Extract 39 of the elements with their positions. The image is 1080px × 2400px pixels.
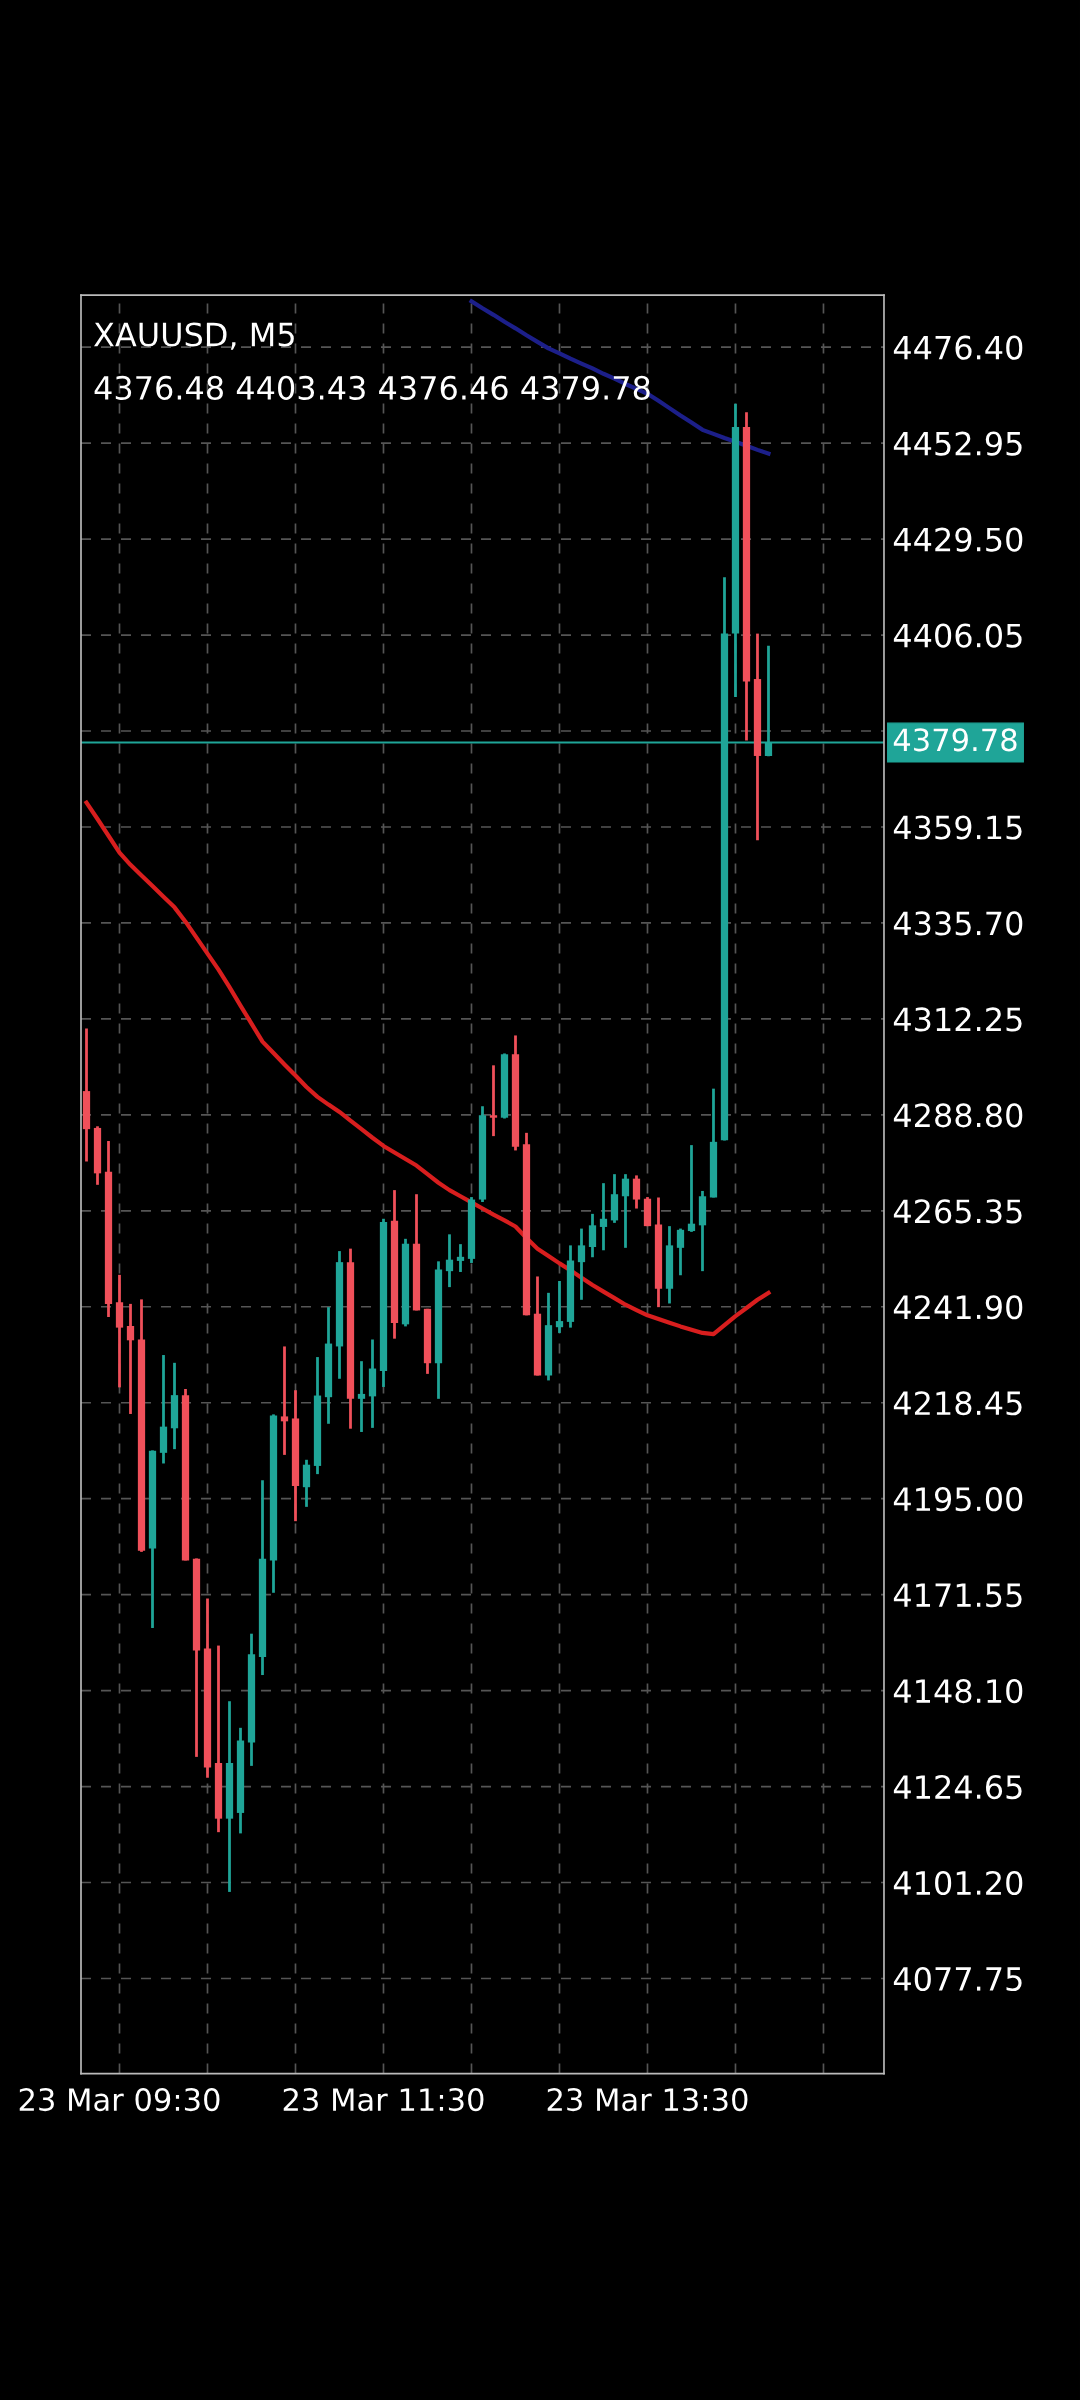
candlestick (280, 1345, 289, 1457)
y-tick-label: 4312.25 (893, 1007, 1022, 1032)
text: XAUUSD, M5 (94, 322, 294, 350)
candlestick (621, 1172, 630, 1250)
candlestick (126, 1302, 135, 1416)
candlestick (687, 1143, 696, 1234)
candlestick (445, 1232, 454, 1289)
candlestick (588, 1212, 597, 1259)
line-series (84, 800, 771, 1337)
candlestick (357, 1359, 366, 1434)
y-tick-label: 4406.05 (893, 623, 1022, 648)
x-tick-label: 23 Mar 09:30 (19, 2088, 220, 2112)
y-tick-label: 4124.65 (893, 1774, 1022, 1800)
candlestick (676, 1227, 685, 1277)
candlestick (489, 1063, 498, 1138)
y-tick-label: 4218.45 (893, 1391, 1022, 1416)
candlestick (632, 1174, 641, 1210)
x-tick-label: 23 Mar 13:30 (547, 2088, 748, 2112)
candlestick (555, 1279, 564, 1335)
y-tick-label: 4148.10 (893, 1679, 1023, 1704)
y-tick-label: 4452.95 (893, 431, 1022, 456)
y-tick-label: 4476.40 (893, 335, 1023, 360)
text: 4376.48 4403.43 4376.46 4379.78 (94, 375, 650, 400)
y-tick-label: 4077.75 (893, 1966, 1022, 1992)
candlestick (302, 1458, 311, 1509)
y-tick-label: 4195.00 (893, 1487, 1023, 1512)
y-tick-label: 4171.55 (893, 1583, 1022, 1608)
candlestick (599, 1181, 608, 1252)
y-tick-label: 4101.20 (893, 1870, 1023, 1896)
candlestick (577, 1227, 586, 1302)
y-tick-label: 4359.15 (893, 815, 1022, 840)
y-tick-label: 4335.70 (893, 911, 1023, 936)
candlestick (456, 1242, 465, 1274)
y-tick-label: 4288.80 (893, 1103, 1023, 1128)
y-tick-label: 4241.90 (893, 1295, 1023, 1320)
y-tick-label: 4265.35 (893, 1199, 1022, 1224)
y-tick-label: 4429.50 (893, 527, 1023, 552)
ref-line-label: 4379.78 (893, 728, 1017, 752)
x-tick-label: 23 Mar 11:30 (283, 2088, 484, 2112)
